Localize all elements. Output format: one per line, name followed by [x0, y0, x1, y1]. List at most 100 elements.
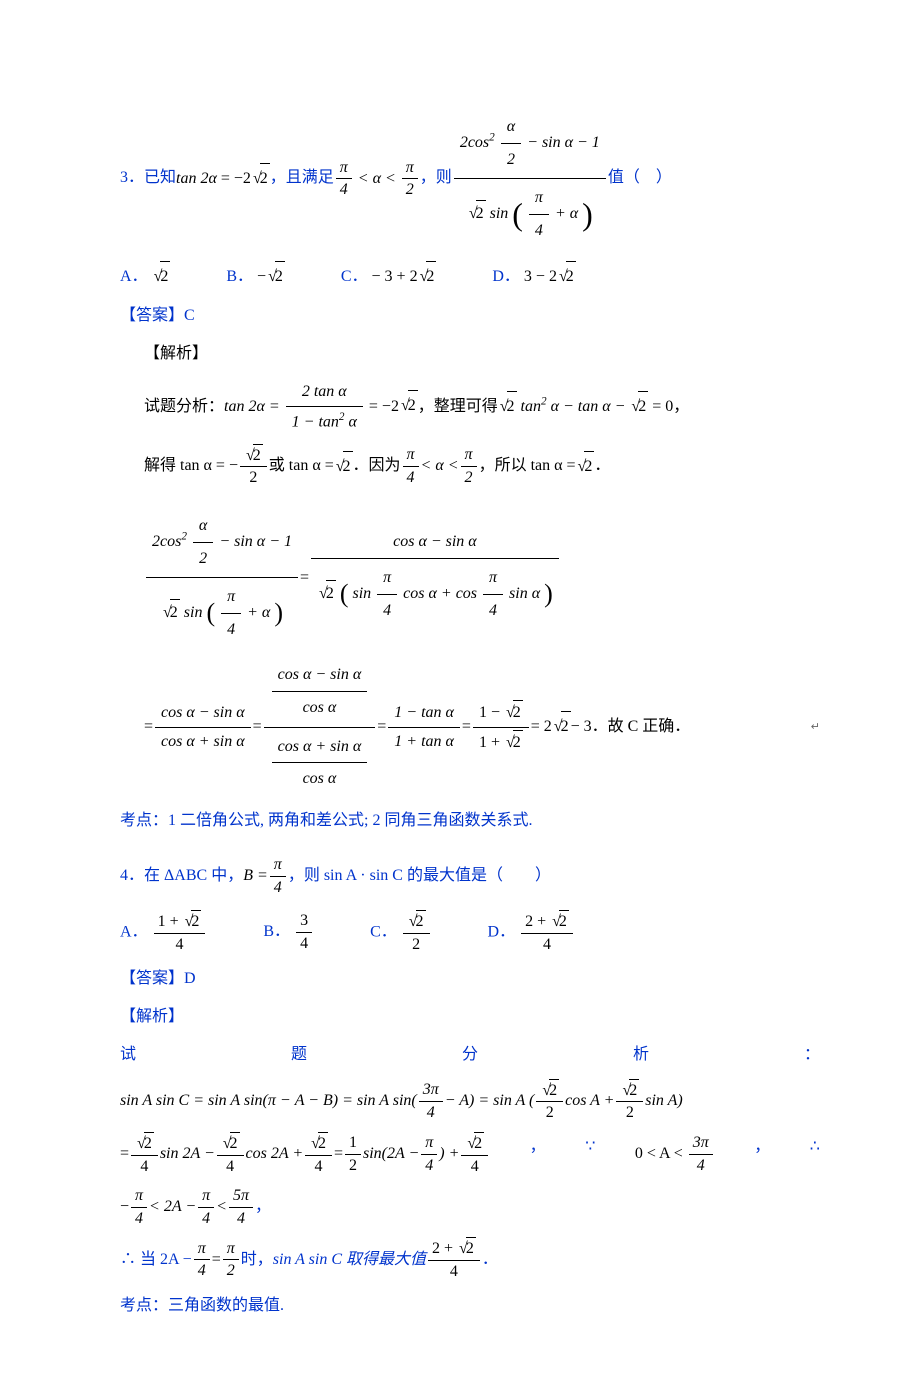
t: 2 + [432, 1240, 457, 1257]
t: < 2A − [149, 1192, 196, 1222]
text: −2 [234, 170, 251, 187]
t: α − tan α − [547, 398, 630, 415]
q4-opt-b: B． 34 [263, 910, 314, 955]
n: π [483, 562, 503, 595]
eq-part: = 24 sin 2A − 24 cos 2A + 24 = 12 sin(2A… [120, 1132, 490, 1177]
t: 1 + [158, 913, 183, 930]
t: 分 [462, 1040, 478, 1070]
n: π [421, 1132, 437, 1155]
n: cos α + sin α [272, 731, 368, 764]
eq: tan 2α = 2 tan α 1 − tan2 α = −22 [224, 378, 418, 436]
text: ， [420, 163, 436, 193]
f: 1 − tan α1 + tan α [388, 699, 460, 756]
d: 4 [131, 1156, 158, 1178]
t: sin [352, 585, 371, 602]
t: sin(2A − [363, 1139, 419, 1169]
d: 4 [689, 1155, 713, 1177]
d: 2 [536, 1102, 563, 1124]
rad: 2 [275, 261, 285, 292]
d: cos α [272, 692, 368, 724]
n: 3π [419, 1079, 443, 1102]
rad: 2 [318, 1132, 328, 1155]
therefore-icon: ∴ [810, 1132, 820, 1177]
n: π [403, 444, 419, 467]
rad: 2 [584, 451, 594, 482]
range: 0 < A < 3π4 [635, 1132, 715, 1177]
t: = 2 [531, 712, 552, 742]
rad: 2 [343, 451, 353, 482]
t: ，整理可得 [418, 392, 498, 422]
return-icon: ↵ [811, 717, 820, 738]
t: ， [754, 1132, 770, 1177]
rad: 2 [559, 910, 569, 933]
rad: 2 [416, 910, 426, 933]
t: ∴ 当 2A − [120, 1245, 192, 1275]
label: 考点： [120, 1297, 168, 1314]
t: 析 [633, 1040, 649, 1070]
q3-answer: 【答案】C [120, 301, 820, 331]
rhs: cos α − sin α 2 ( sin π4 cos α + cos π4 … [311, 526, 559, 629]
t: + α [555, 205, 578, 222]
t: 1 + [479, 734, 504, 751]
n: π [402, 157, 418, 180]
n: cos α − sin α [272, 659, 368, 692]
t: 解得 tan α = − [144, 451, 238, 481]
t: sin A sin C 取得最大值 [273, 1245, 426, 1275]
d: 4 [305, 1156, 332, 1178]
lt: < α < [421, 451, 459, 481]
n: π [270, 854, 286, 877]
d: cos α + sin α [155, 728, 251, 756]
q4-sol-label: 【解析】 [120, 1002, 820, 1032]
q4-stem: 4． 在 ΔABC 中， B = π4 ，则 sin A · sin C 的最大… [120, 854, 820, 898]
rad: 2 [426, 261, 436, 292]
rad: 2 [566, 261, 576, 292]
label: 考点： [120, 812, 168, 829]
n: π [131, 1185, 147, 1208]
d: 4 [421, 1155, 437, 1177]
t: ， [530, 1132, 546, 1177]
rad: 2 [160, 261, 170, 292]
d: 4 [229, 1208, 253, 1230]
d: 4 [377, 595, 397, 627]
t: 1 − [479, 704, 504, 721]
t: 3 − 2 [524, 268, 557, 285]
text: 值（ ） [608, 163, 672, 193]
d: 2 [501, 144, 521, 176]
f: cos α − sin αcos α cos α + sin αcos α [264, 656, 376, 797]
t: 三角函数的最值. [168, 1297, 284, 1314]
t: 1 − tan [292, 413, 339, 430]
n: 5π [229, 1185, 253, 1208]
q3-sol-label: 【解析】 [120, 339, 820, 369]
n: 3π [689, 1132, 713, 1155]
val: C [184, 307, 195, 324]
rad: 2 [144, 1132, 154, 1155]
n: 3 [296, 910, 312, 933]
t: 0 < A < [635, 1145, 683, 1162]
q4-number: 4． [120, 861, 144, 891]
n: 1 − tan α [388, 699, 460, 728]
t: − 3．故 C 正确． [571, 712, 691, 742]
t: sin A) [645, 1086, 682, 1116]
t: ) + [439, 1139, 459, 1169]
f: 1 − 2 1 + 2 [473, 698, 529, 757]
because-icon: ∵ [585, 1132, 595, 1177]
d: 4 [483, 595, 503, 627]
n: π [529, 182, 549, 215]
q4-options: A． 1 + 24 B． 34 C． 22 D． 2 + 24 [120, 910, 820, 955]
n: π [198, 1185, 214, 1208]
label: D． [488, 924, 516, 941]
t: 在 ΔABC 中， [144, 861, 243, 891]
n: π [336, 157, 352, 180]
val: D [184, 970, 196, 987]
n: 2 tan α [286, 378, 363, 407]
q4-line3: − π4 < 2A − π4 < 5π4 ， [120, 1185, 820, 1229]
rad: 2 [629, 1079, 639, 1102]
n: π [221, 581, 241, 614]
neg: − [257, 268, 266, 285]
n: cos α − sin α [155, 699, 251, 728]
t: tan [517, 398, 541, 415]
t: 试 [120, 1040, 136, 1070]
t: 1 二倍角公式, 两角和差公式; 2 同角三角函数关系式. [168, 812, 532, 829]
text: 则 [436, 163, 452, 193]
q3-sol-line2: 解得 tan α = − 22 或 tan α = 2 ．因为 π4 < α <… [120, 444, 820, 489]
